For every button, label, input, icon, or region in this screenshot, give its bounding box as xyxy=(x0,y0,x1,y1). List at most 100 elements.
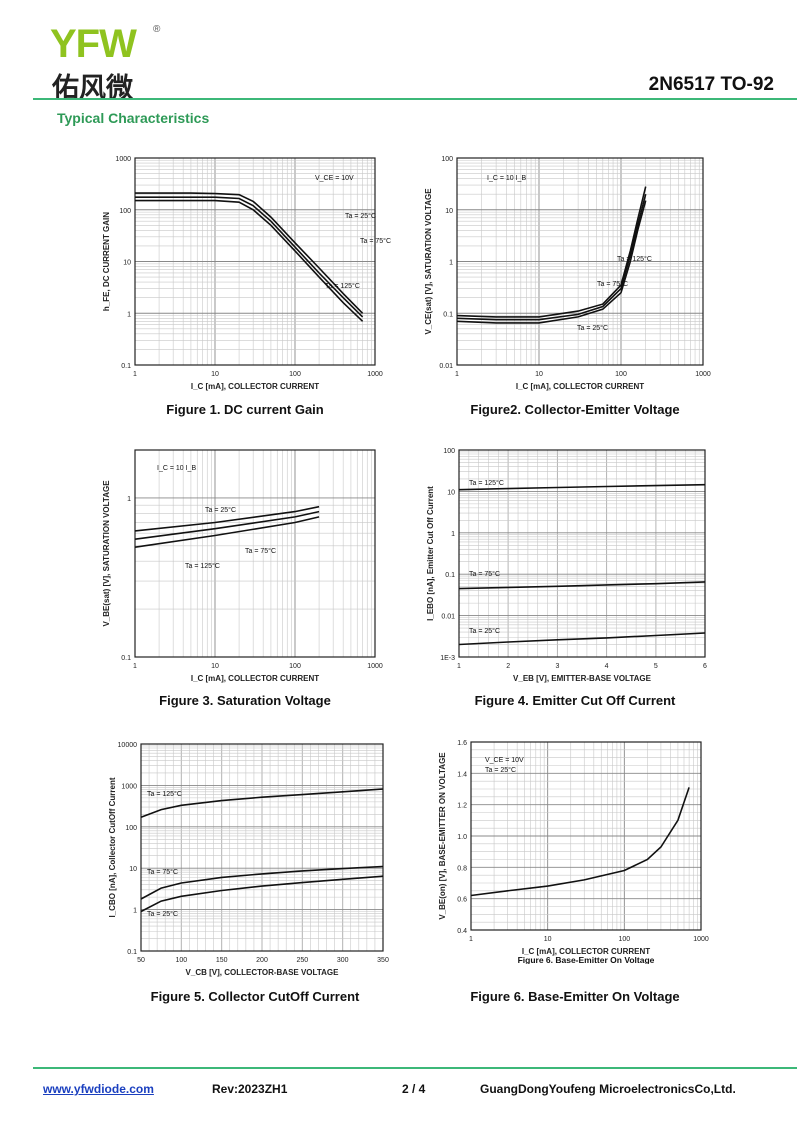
series-line xyxy=(140,788,384,819)
figure-2-chart: 1 10 100 1000 0.01 0.1 1 10 100 I_C [mA], COLLECT… xyxy=(415,150,725,395)
x-tick-label: 10 xyxy=(211,371,219,378)
x-tick-label: 1000 xyxy=(367,371,383,378)
chart-grid xyxy=(134,449,376,658)
series-line xyxy=(458,632,706,646)
x-tick-label: 100 xyxy=(289,663,301,670)
chart-grid xyxy=(134,158,376,366)
y-tick-label: 0.8 xyxy=(457,865,467,872)
chart-annotation: Ta = 75°C xyxy=(147,868,178,876)
y-tick-label: 0.6 xyxy=(457,897,467,904)
y-tick-label: 100 xyxy=(125,825,137,832)
figure-6-caption: Figure 6. Base-Emitter On Voltage xyxy=(470,989,680,1004)
x-tick-label: 1000 xyxy=(695,371,711,378)
chart-annotation: Ta = 25°C xyxy=(147,910,178,918)
figure-3-caption: Figure 3. Saturation Voltage xyxy=(159,693,331,708)
y-axis-label: V_BE(on) [V], BASE-EMITTER ON VOLTAGE xyxy=(438,752,447,920)
figure-2-caption: Figure2. Collector-Emitter Voltage xyxy=(470,402,680,417)
series-line xyxy=(140,875,384,913)
series-line xyxy=(135,199,364,322)
chart-annotation: I_C = 10 I_B xyxy=(487,175,526,182)
chart-annotation: Ta = 25°C xyxy=(577,324,608,332)
y-tick-label: 1000 xyxy=(115,156,131,163)
chart-annotation: Ta = 75°C xyxy=(469,570,500,578)
series-line xyxy=(134,516,320,548)
x-tick-label: 300 xyxy=(337,957,349,964)
y-tick-label: 10000 xyxy=(118,742,138,749)
plot-frame xyxy=(134,449,376,658)
y-tick-label: 10 xyxy=(123,260,131,267)
chart-svg: 50 100 150 200 250 300 350 0.1 1 10 100 1000 10000 V_… xyxy=(108,742,389,977)
chart-annotation: Ta = 75°C xyxy=(597,280,628,288)
y-tick-label: 1 xyxy=(127,496,131,503)
x-axis-label: I_C [mA], COLLECTOR CURRENT xyxy=(522,947,650,956)
x-tick-label: 5 xyxy=(654,663,658,670)
y-tick-label: 0.1 xyxy=(443,311,453,318)
chart-svg: 1 10 100 10000.11I_C [mA], COLLECTOR CURREN… xyxy=(102,449,383,683)
page-number: 2 / 4 xyxy=(402,1082,426,1096)
series-line xyxy=(470,787,690,897)
chart-grid xyxy=(140,744,384,952)
chart-annotation: Ta = 125°C xyxy=(147,790,182,798)
chart-annotation: Ta = 25°C xyxy=(205,506,236,514)
x-tick-label: 4 xyxy=(605,663,609,670)
logo-brand-text: YFW xyxy=(50,22,137,66)
chart-annotation: V_CE = 10V xyxy=(315,175,354,182)
x-tick-label: 100 xyxy=(618,936,630,943)
y-tick-label: 0.01 xyxy=(441,614,455,621)
y-axis-label: h_FE, DC CURRENT GAIN xyxy=(102,212,111,311)
chart-annotation: I_C = 10 I_B xyxy=(157,465,196,472)
plot-frame xyxy=(140,743,384,952)
chart-svg: 1 2 3 4 5 6 1E-3 0.01 0.1 1 10 100 V_EB [V], EMITTER… xyxy=(426,448,707,683)
y-tick-label: 10 xyxy=(445,208,453,215)
series-line xyxy=(458,581,706,590)
y-tick-label: 1E-3 xyxy=(440,655,455,662)
figure-1-chart: 1 10 100 1000 0.1 1 10 100 1000 I_C [mA], COLLECT… xyxy=(95,150,395,395)
x-tick-label: 10 xyxy=(535,371,543,378)
y-tick-label: 1 xyxy=(451,531,455,538)
plot-frame xyxy=(470,741,702,931)
x-tick-label: 1 xyxy=(455,371,459,378)
y-tick-label: 100 xyxy=(441,156,453,163)
y-tick-label: 0.1 xyxy=(121,655,131,662)
chart-grid xyxy=(456,158,704,366)
y-axis-label: V_CE(sat) [V], SATURATION VOLTAGE xyxy=(424,188,433,335)
x-tick-label: 6 xyxy=(703,663,707,670)
series-line xyxy=(458,483,706,491)
plot-frame xyxy=(458,449,706,658)
chart-annotation: Ta = 125°C xyxy=(185,562,220,570)
figure-5-chart: 50 100 150 200 250 300 350 0.1 1 10 100 1000 10000 V_… xyxy=(95,736,405,981)
plot-frame xyxy=(456,157,704,366)
x-tick-label: 2 xyxy=(506,663,510,670)
y-tick-label: 1.4 xyxy=(457,771,467,778)
y-tick-label: 10 xyxy=(129,866,137,873)
series-line xyxy=(456,186,647,318)
y-tick-label: 1 xyxy=(133,908,137,915)
series-line xyxy=(134,510,320,540)
x-tick-label: 100 xyxy=(289,371,301,378)
figure-5-caption: Figure 5. Collector CutOff Current xyxy=(150,989,360,1004)
y-tick-label: 0.1 xyxy=(445,572,455,579)
y-tick-label: 1000 xyxy=(121,783,137,790)
x-tick-label: 10 xyxy=(544,936,552,943)
x-tick-label: 3 xyxy=(555,663,559,670)
x-tick-label: 1000 xyxy=(367,663,383,670)
website-link[interactable]: www.yfwdiode.com xyxy=(43,1082,154,1096)
revision-label: Rev:2023ZH1 xyxy=(212,1082,288,1096)
y-tick-label: 0.1 xyxy=(127,949,137,956)
x-tick-label: 10 xyxy=(211,663,219,670)
x-tick-label: 100 xyxy=(175,957,187,964)
header-divider xyxy=(33,98,797,100)
chart-annotation: Ta = 25°C xyxy=(469,627,500,635)
y-tick-label: 1.6 xyxy=(457,740,467,747)
y-tick-label: 1.0 xyxy=(457,834,467,841)
y-tick-label: 0.1 xyxy=(121,363,131,370)
part-number: 2N6517 TO-92 xyxy=(648,74,774,95)
chart-annotation: Ta = 75°C xyxy=(360,237,391,245)
x-tick-label: 200 xyxy=(256,957,268,964)
chart-annotation: Ta = 125°C xyxy=(617,255,652,263)
x-tick-label: 1 xyxy=(457,663,461,670)
chart-svg: 1 10 100 1000 0.4 0.6 0.8 1.0 1.2 1.4 1.6 I_C [mA],… xyxy=(438,740,709,964)
company-name: GuangDongYoufeng MicroelectronicsCo,Ltd. xyxy=(480,1082,736,1096)
inner-caption: Figure 6. Base-Emitter On Voltage xyxy=(518,955,655,964)
